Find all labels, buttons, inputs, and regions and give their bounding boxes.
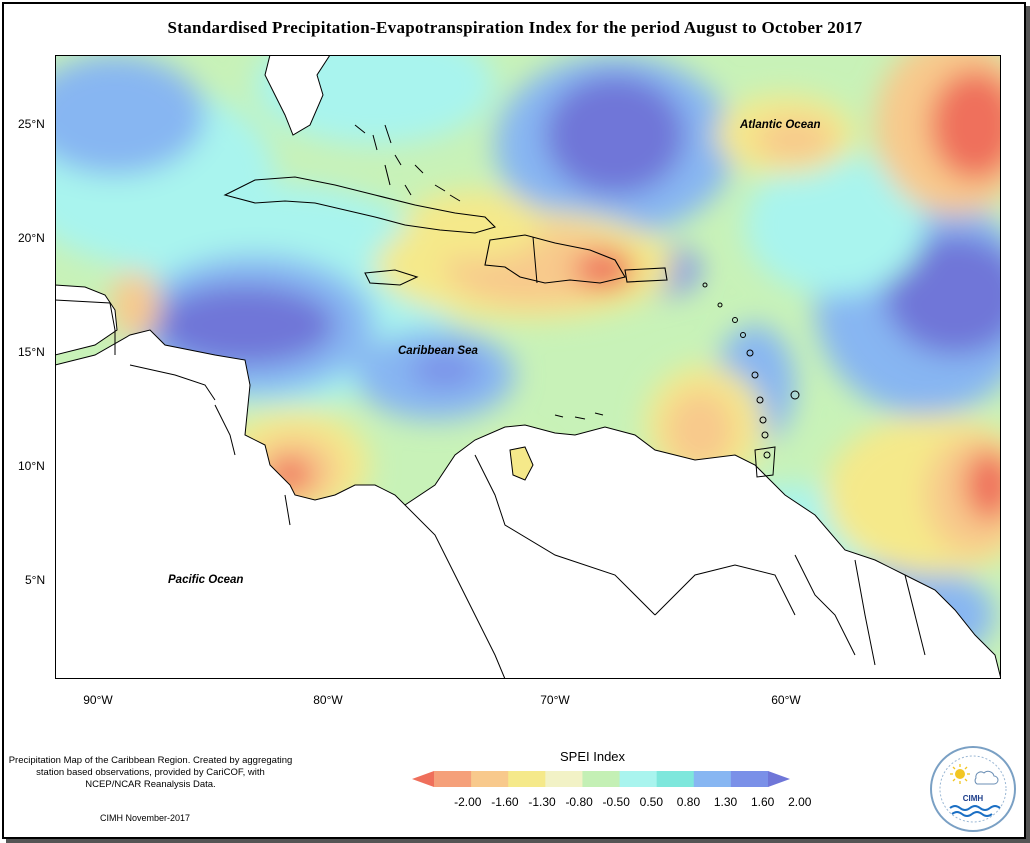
- lat-tick-25n: 25°N: [18, 117, 45, 131]
- lon-tick-90w: 90°W: [83, 693, 113, 707]
- legend-swatch: [545, 771, 583, 787]
- legend-tick-label: 1.30: [713, 795, 738, 809]
- legend-swatch: [471, 771, 509, 787]
- lat-tick-10n: 10°N: [18, 459, 45, 473]
- jamaica-outline: [364, 269, 419, 286]
- map-panel: Atlantic Ocean Caribbean Sea Pacific Oce…: [55, 55, 1001, 679]
- legend-swatch: [582, 771, 621, 787]
- puerto-rico-outline: [624, 267, 668, 283]
- legend-swatch: [508, 771, 546, 787]
- legend-tick-label: 0.80: [676, 795, 701, 809]
- legend-tick-label: 0.50: [639, 795, 664, 809]
- legend-tick-label: -0.80: [565, 795, 593, 809]
- legend-swatch: [656, 771, 695, 787]
- lon-tick-80w: 80°W: [313, 693, 343, 707]
- map-border: [55, 55, 1001, 679]
- map-title: Standardised Precipitation-Evapotranspir…: [167, 18, 863, 37]
- bahamas-islands: [354, 124, 461, 202]
- legend-title: SPEI Index: [560, 749, 626, 764]
- legend-tick-label: 2.00: [788, 795, 812, 809]
- haiti-dr-border: [532, 236, 538, 284]
- legend-arrow-low: [412, 771, 434, 787]
- cimh-logo-text: CIMH: [962, 794, 984, 803]
- waves-icon: [949, 805, 1001, 817]
- spei-map: [55, 55, 1001, 679]
- legend-swatch: [434, 771, 472, 787]
- lat-tick-20n: 20°N: [18, 231, 45, 245]
- legend-swatch: [730, 771, 769, 787]
- legend-swatch: [619, 771, 658, 787]
- lesser-antilles: [702, 282, 800, 478]
- sun-icon: [950, 764, 970, 784]
- legend-tick-label: 1.60: [751, 795, 775, 809]
- legend-tick-label: -1.30: [528, 795, 556, 809]
- lat-tick-15n: 15°N: [18, 345, 45, 359]
- country-borders: [55, 299, 926, 679]
- legend-tick-label: -1.60: [491, 795, 519, 809]
- lat-tick-5n: 5°N: [25, 573, 46, 587]
- caribbean-sea-label: Caribbean Sea: [398, 345, 478, 357]
- legend-colorbar: [412, 771, 790, 787]
- cloud-icon: [974, 770, 999, 785]
- hispaniola-outline: [484, 234, 626, 284]
- cuba-outline: [223, 176, 497, 234]
- legend-tick-label: -2.00: [454, 795, 482, 809]
- pacific-ocean-label: Pacific Ocean: [168, 574, 244, 586]
- legend-swatch: [693, 771, 732, 787]
- cimh-logo: CIMH: [930, 746, 1016, 832]
- map-description: Precipitation Map of the Caribbean Regio…: [8, 755, 293, 790]
- atlantic-ocean-label: Atlantic Ocean: [740, 119, 821, 131]
- lon-tick-70w: 70°W: [540, 693, 570, 707]
- production-stamp: CIMH November-2017: [100, 813, 191, 823]
- legend-arrow-high: [768, 771, 790, 787]
- abc-islands: [554, 412, 604, 420]
- legend-tick-label: -0.50: [602, 795, 630, 809]
- lon-tick-60w: 60°W: [771, 693, 801, 707]
